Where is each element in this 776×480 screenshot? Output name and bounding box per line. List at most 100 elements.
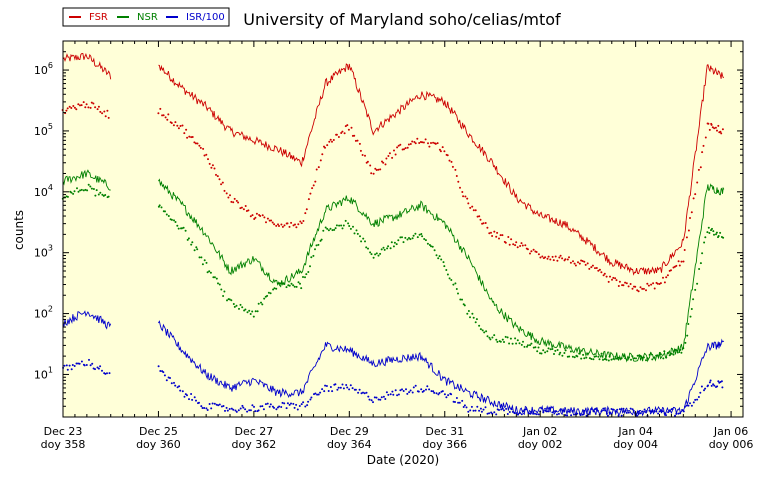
data-point bbox=[290, 221, 293, 224]
data-point bbox=[96, 108, 99, 111]
data-point bbox=[578, 262, 581, 265]
data-point bbox=[469, 206, 472, 209]
data-point bbox=[630, 358, 632, 361]
data-point bbox=[198, 256, 201, 259]
data-point bbox=[508, 411, 511, 413]
data-point bbox=[240, 206, 243, 209]
data-point bbox=[672, 353, 675, 356]
x-tick-label-date: Jan 06 bbox=[713, 425, 748, 438]
data-point bbox=[296, 408, 299, 411]
data-point bbox=[651, 410, 654, 413]
data-point bbox=[325, 385, 328, 387]
data-point bbox=[396, 146, 399, 149]
data-point bbox=[80, 360, 83, 363]
data-point bbox=[87, 183, 90, 186]
data-point bbox=[684, 405, 686, 408]
data-point bbox=[474, 409, 477, 412]
data-point bbox=[375, 252, 378, 255]
data-point bbox=[335, 133, 338, 136]
data-point bbox=[280, 282, 283, 285]
data-point bbox=[319, 159, 322, 162]
data-point bbox=[92, 102, 95, 105]
data-point bbox=[667, 411, 670, 414]
data-point bbox=[433, 249, 436, 252]
data-point bbox=[584, 263, 587, 266]
data-point bbox=[697, 168, 700, 171]
data-point bbox=[659, 353, 662, 356]
data-point bbox=[176, 124, 179, 127]
data-point bbox=[588, 411, 591, 414]
data-point bbox=[305, 208, 308, 211]
data-point bbox=[256, 310, 259, 313]
data-point bbox=[322, 229, 325, 232]
data-point bbox=[302, 401, 305, 404]
data-point bbox=[665, 356, 668, 359]
data-point bbox=[329, 138, 332, 141]
x-tick-label-date: Dec 23 bbox=[44, 425, 83, 438]
x-tick-label-doy: doy 362 bbox=[232, 438, 277, 451]
data-point bbox=[685, 404, 688, 407]
data-point bbox=[581, 413, 584, 416]
data-point bbox=[526, 248, 529, 251]
data-point bbox=[665, 276, 668, 279]
data-point bbox=[461, 298, 463, 301]
data-point bbox=[716, 385, 719, 388]
data-point bbox=[658, 410, 661, 413]
data-point bbox=[551, 348, 554, 350]
y-tick-label: 103 bbox=[34, 244, 53, 260]
data-point bbox=[391, 390, 394, 393]
legend: FSR NSR ISR/100 bbox=[62, 7, 230, 27]
data-point bbox=[300, 403, 303, 406]
data-point bbox=[178, 385, 181, 388]
data-point bbox=[439, 150, 442, 153]
data-point bbox=[457, 180, 460, 183]
data-point bbox=[461, 399, 464, 402]
data-point bbox=[629, 407, 632, 410]
data-point bbox=[523, 408, 526, 411]
data-point bbox=[362, 237, 365, 240]
data-point bbox=[564, 414, 567, 417]
data-point bbox=[602, 358, 604, 361]
data-point bbox=[622, 284, 625, 287]
data-point bbox=[605, 412, 608, 415]
data-point bbox=[254, 310, 257, 313]
data-point bbox=[637, 410, 640, 413]
data-point bbox=[281, 225, 284, 228]
data-point bbox=[600, 271, 603, 274]
data-point bbox=[280, 406, 283, 408]
data-point bbox=[414, 232, 417, 235]
data-point bbox=[403, 148, 405, 151]
data-point bbox=[359, 235, 361, 238]
data-point bbox=[292, 402, 295, 405]
data-point bbox=[535, 251, 538, 253]
data-point bbox=[585, 414, 588, 417]
data-point bbox=[372, 401, 374, 404]
data-point bbox=[421, 141, 424, 144]
data-point bbox=[94, 194, 97, 197]
data-point bbox=[495, 338, 498, 341]
data-point bbox=[366, 160, 369, 163]
data-point bbox=[349, 227, 352, 230]
data-point bbox=[536, 350, 539, 353]
data-point bbox=[380, 396, 383, 399]
data-point bbox=[491, 235, 494, 237]
data-point bbox=[65, 364, 68, 367]
data-point bbox=[529, 252, 531, 255]
data-point bbox=[684, 341, 687, 344]
x-tick-label-doy: doy 358 bbox=[41, 438, 86, 451]
data-point bbox=[573, 413, 575, 416]
data-point bbox=[164, 116, 167, 119]
data-point bbox=[200, 256, 203, 259]
data-point bbox=[329, 227, 332, 230]
data-point bbox=[496, 340, 499, 343]
data-point bbox=[687, 323, 690, 325]
data-point bbox=[608, 411, 611, 414]
data-point bbox=[665, 414, 667, 417]
x-tick-label-date: Dec 31 bbox=[425, 425, 464, 438]
data-point bbox=[195, 399, 197, 402]
data-point bbox=[652, 282, 655, 285]
data-point bbox=[461, 191, 464, 193]
data-point bbox=[486, 412, 489, 415]
data-point bbox=[377, 254, 380, 257]
data-point bbox=[184, 229, 187, 232]
